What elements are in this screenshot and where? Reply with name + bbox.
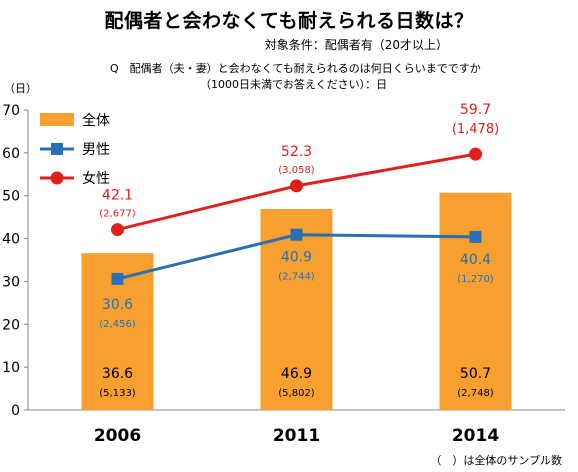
legend-marker-circle [50, 171, 64, 185]
marker-square [111, 272, 124, 285]
chart-title: 配偶者と会わなくても耐えられる日数は？ [104, 10, 474, 32]
y-tick-label: 50 [2, 189, 20, 205]
y-tick-label: 70 [2, 103, 20, 119]
bar-sample-label: (5,133) [99, 388, 136, 399]
question-line-2: （1000日未満でお答えください）：日 [200, 78, 388, 91]
legend-label: 男性 [82, 142, 110, 158]
line-value-label: 52.3 [281, 144, 312, 160]
sample-size-footnote: （ ）は全体のサンプル数 [430, 454, 562, 467]
marker-circle [111, 223, 124, 237]
marker-square [469, 230, 482, 243]
marker-square [290, 228, 303, 241]
y-tick-label: 20 [2, 317, 20, 333]
legend-swatch-bar [40, 113, 74, 126]
y-tick-label: 40 [2, 232, 20, 248]
bar-value-label: 46.9 [281, 366, 312, 382]
bar-sample-label: (5,802) [278, 388, 315, 399]
line-value-label: 40.4 [460, 252, 491, 268]
line-value-label: 30.6 [102, 297, 133, 313]
y-tick-label: 60 [2, 146, 20, 162]
y-tick-label: 30 [2, 274, 20, 290]
line-value-label: 59.7 [460, 102, 491, 118]
y-tick-label: 10 [2, 360, 20, 376]
bar-2014 [439, 192, 512, 410]
x-tick-label: 2011 [273, 426, 320, 446]
legend-label: 全体 [82, 112, 110, 129]
line-sample-label: (2,677) [99, 209, 136, 220]
bar-value-label: 36.6 [102, 366, 133, 382]
line-sample-label: (2,456) [99, 319, 136, 330]
line-value-label: 42.1 [102, 188, 133, 204]
y-unit-label: （日） [4, 82, 37, 95]
legend-label: 女性 [82, 170, 110, 187]
bar-sample-label: (2,748) [457, 388, 494, 399]
x-tick-label: 2006 [94, 426, 141, 446]
line-sample-label: (3,058) [278, 165, 315, 176]
marker-circle [469, 147, 482, 161]
marker-circle [290, 179, 303, 193]
line-value-label: 40.9 [281, 250, 312, 266]
x-tick-label: 2014 [452, 426, 499, 446]
bar-value-label: 50.7 [460, 366, 491, 382]
bar-2011 [260, 209, 333, 410]
legend-marker-square [51, 143, 63, 155]
line-sample-label: (2,744) [278, 272, 315, 283]
question-line-1: Q 配偶者（夫・妻）と会わなくても耐えられるのは何日くらいまでですか [110, 62, 481, 75]
line-sample-label: (1,478) [452, 122, 499, 137]
chart-subtitle: 対象条件：配偶者有（20才以上） [264, 38, 448, 52]
line-sample-label: (1,270) [457, 274, 494, 285]
y-tick-label: 0 [11, 403, 20, 419]
survey-question: Q 配偶者（夫・妻）と会わなくても耐えられるのは何日くらいまでですか （1000… [110, 61, 481, 93]
